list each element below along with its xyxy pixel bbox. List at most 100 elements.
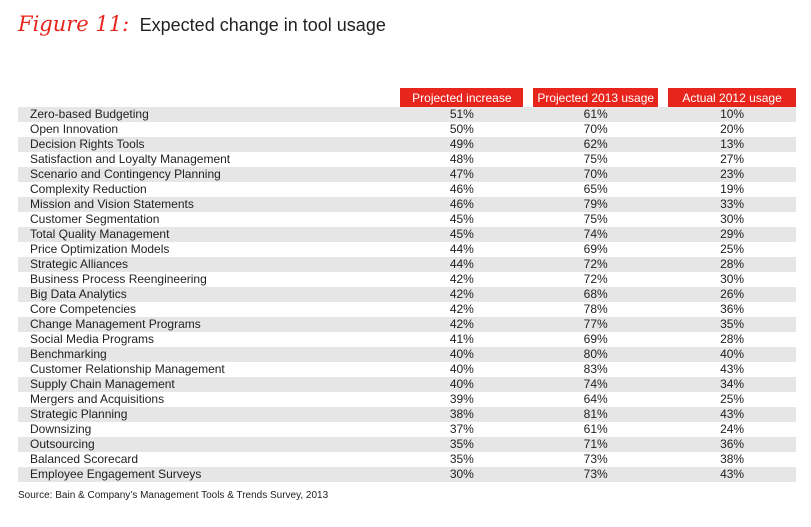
column-gap-cell xyxy=(658,377,669,392)
projected-2013-usage-cell: 77% xyxy=(533,317,659,332)
header-projected-2013-usage: Projected 2013 usage xyxy=(533,88,659,107)
column-gap-cell xyxy=(658,107,669,122)
tool-name-cell: Complexity Reduction xyxy=(30,182,147,196)
tool-name-cell: Price Optimization Models xyxy=(30,242,170,256)
table-row: Business Process Reengineering 42% 72% 30% xyxy=(18,272,796,287)
tool-name-cell: Core Competencies xyxy=(30,302,137,316)
actual-2012-usage-cell: 20% xyxy=(720,122,745,136)
actual-2012-usage-cell: 13% xyxy=(668,137,796,152)
projected-increase-cell: 40% xyxy=(400,347,524,362)
table-body: Zero-based Budgeting 51% 61% 10% Open Innova… xyxy=(18,107,796,482)
tool-name-cell: Big Data Analytics xyxy=(18,287,401,302)
table-row: Mergers and Acquisitions 39% 64% 25% xyxy=(18,392,796,407)
table-row: Change Management Programs 42% 77% 35% xyxy=(18,317,796,332)
tool-name-cell: Balanced Scorecard xyxy=(30,452,139,466)
column-gap-cell xyxy=(658,422,668,437)
column-gap-cell xyxy=(658,242,668,257)
column-gap-cell xyxy=(658,362,668,377)
tool-name-cell: Employee Engagement Surveys xyxy=(18,467,401,482)
projected-increase-cell: 44% xyxy=(449,242,474,256)
column-gap-cell xyxy=(658,197,669,212)
figure-title: Figure 11: Expected change in tool usage xyxy=(18,12,386,36)
table-row: Supply Chain Management 40% 74% 34% xyxy=(18,377,796,392)
actual-2012-usage-cell: 28% xyxy=(720,332,745,346)
column-gap-cell xyxy=(658,407,669,422)
projected-2013-usage-cell: 79% xyxy=(533,197,659,212)
projected-2013-usage-cell: 61% xyxy=(533,107,659,122)
actual-2012-usage-cell: 33% xyxy=(668,197,796,212)
column-gap-cell xyxy=(523,152,533,167)
projected-2013-usage-cell: 73% xyxy=(533,467,659,482)
column-gap-cell xyxy=(658,137,669,152)
tool-name-cell: Strategic Planning xyxy=(18,407,401,422)
column-gap-cell xyxy=(523,107,534,122)
projected-2013-usage-cell: 83% xyxy=(583,362,608,376)
column-gap-cell xyxy=(658,122,668,137)
header-gap xyxy=(658,88,668,107)
projected-2013-usage-cell: 80% xyxy=(533,347,659,362)
column-gap-cell xyxy=(658,227,669,242)
column-gap-cell xyxy=(658,272,668,287)
projected-increase-cell: 39% xyxy=(449,392,474,406)
projected-2013-usage-cell: 81% xyxy=(533,407,659,422)
table-row: Complexity Reduction 46% 65% 19% xyxy=(18,182,796,197)
table-row: Decision Rights Tools 49% 62% 13% xyxy=(18,137,796,152)
column-gap-cell xyxy=(523,167,534,182)
column-gap-cell xyxy=(523,257,534,272)
column-gap-cell xyxy=(523,392,533,407)
projected-2013-usage-cell: 70% xyxy=(533,167,659,182)
source-note: Source: Bain & Company’s Management Tool… xyxy=(18,490,329,501)
actual-2012-usage-cell: 25% xyxy=(720,392,745,406)
column-gap-cell xyxy=(523,452,533,467)
tool-usage-table: Projected increase Projected 2013 usage … xyxy=(18,88,796,482)
column-gap-cell xyxy=(523,182,533,197)
header-projected-increase: Projected increase xyxy=(400,88,524,107)
projected-increase-cell: 44% xyxy=(400,257,524,272)
tool-name-cell: Downsizing xyxy=(30,422,92,436)
projected-2013-usage-cell: 71% xyxy=(533,437,659,452)
projected-increase-cell: 30% xyxy=(400,467,524,482)
column-gap-cell xyxy=(523,287,534,302)
column-gap-cell xyxy=(658,212,668,227)
header-actual-2012-usage: Actual 2012 usage xyxy=(668,88,796,107)
table-row: Outsourcing 35% 71% 36% xyxy=(18,437,796,452)
table-header-row: Projected increase Projected 2013 usage … xyxy=(18,88,796,107)
actual-2012-usage-cell: 40% xyxy=(668,347,796,362)
actual-2012-usage-cell: 24% xyxy=(720,422,745,436)
tool-name-cell: Supply Chain Management xyxy=(18,377,401,392)
actual-2012-usage-cell: 35% xyxy=(668,317,796,332)
column-gap-cell xyxy=(523,272,533,287)
projected-2013-usage-cell: 75% xyxy=(583,152,608,166)
actual-2012-usage-cell: 36% xyxy=(720,302,745,316)
column-gap-cell xyxy=(523,212,533,227)
projected-increase-cell: 50% xyxy=(449,122,474,136)
projected-increase-cell: 38% xyxy=(400,407,524,422)
projected-increase-cell: 46% xyxy=(400,197,524,212)
projected-increase-cell: 49% xyxy=(400,137,524,152)
projected-2013-usage-cell: 69% xyxy=(583,242,608,256)
tool-name-cell: Benchmarking xyxy=(18,347,401,362)
actual-2012-usage-cell: 30% xyxy=(720,212,745,226)
actual-2012-usage-cell: 26% xyxy=(668,287,796,302)
column-gap-cell xyxy=(658,332,668,347)
table-row: Strategic Alliances 44% 72% 28% xyxy=(18,257,796,272)
column-gap-cell xyxy=(523,362,533,377)
column-gap-cell xyxy=(523,347,534,362)
projected-2013-usage-cell: 65% xyxy=(583,182,608,196)
projected-increase-cell: 45% xyxy=(449,212,474,226)
projected-increase-cell: 40% xyxy=(449,362,474,376)
column-gap-cell xyxy=(523,122,533,137)
projected-2013-usage-cell: 68% xyxy=(533,287,659,302)
column-gap-cell xyxy=(658,452,668,467)
actual-2012-usage-cell: 30% xyxy=(720,272,745,286)
tool-name-cell: Mission and Vision Statements xyxy=(18,197,401,212)
column-gap-cell xyxy=(523,467,534,482)
actual-2012-usage-cell: 43% xyxy=(668,467,796,482)
projected-2013-usage-cell: 74% xyxy=(533,377,659,392)
actual-2012-usage-cell: 27% xyxy=(720,152,745,166)
tool-name-cell: Open Innovation xyxy=(30,122,119,136)
projected-increase-cell: 35% xyxy=(449,452,474,466)
column-gap-cell xyxy=(523,422,533,437)
projected-increase-cell: 40% xyxy=(400,377,524,392)
projected-2013-usage-cell: 62% xyxy=(533,137,659,152)
